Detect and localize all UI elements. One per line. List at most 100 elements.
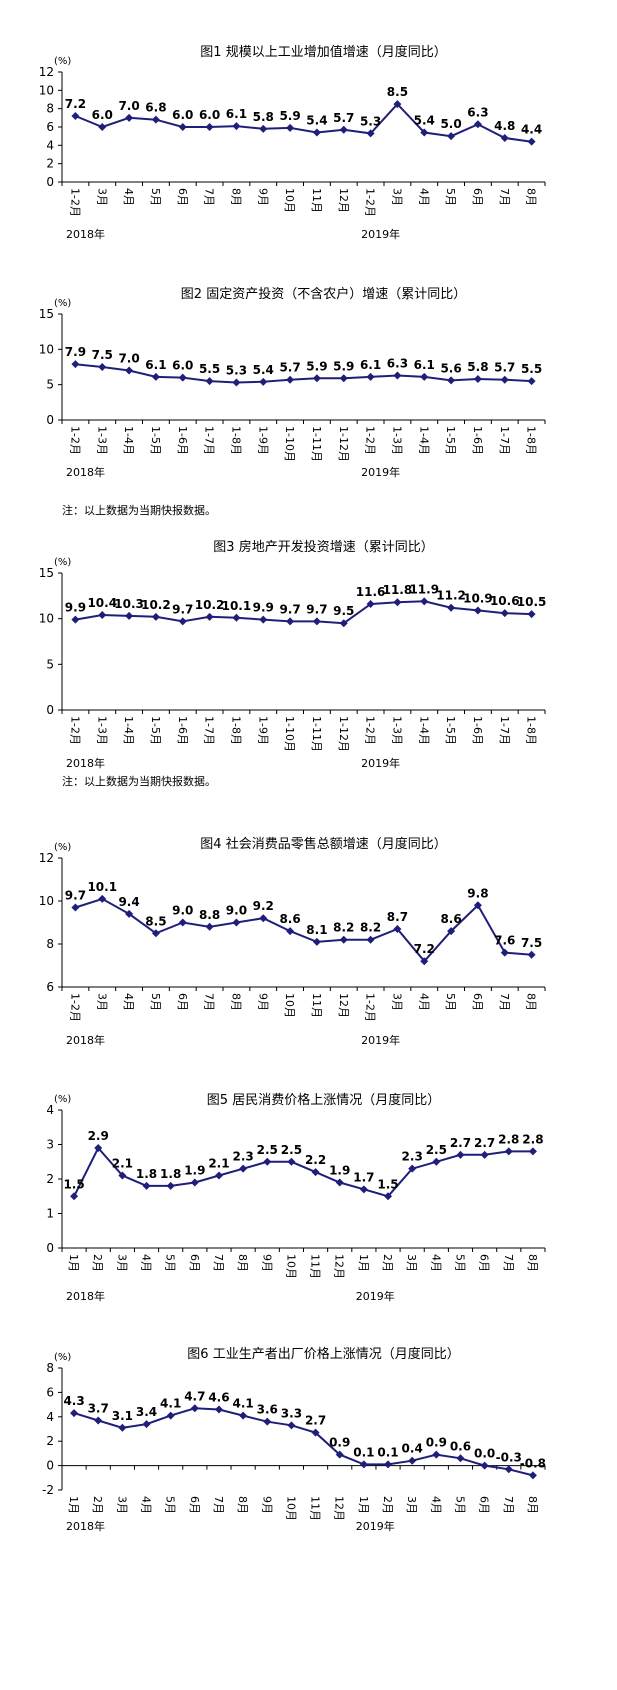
x-tick-label: 9月 — [256, 188, 269, 206]
data-point — [286, 123, 295, 132]
data-point — [71, 360, 80, 369]
x-tick-label: 1-2月 — [364, 188, 377, 217]
data-label: 2.9 — [88, 1129, 109, 1143]
y-tick-label: 8 — [46, 102, 54, 116]
x-tick-label: 6月 — [176, 188, 189, 206]
x-tick-label: 4月 — [417, 188, 430, 206]
x-tick-label: 1-10月 — [283, 716, 296, 752]
data-point — [232, 122, 241, 131]
x-tick-label: 7月 — [498, 993, 511, 1011]
data-point — [393, 598, 402, 607]
y-unit-label: (%) — [54, 56, 71, 67]
data-point — [447, 927, 456, 936]
data-point — [420, 597, 429, 606]
data-label: 6.0 — [172, 359, 193, 373]
data-point — [71, 903, 80, 912]
data-point — [384, 1192, 393, 1201]
y-tick-label: 6 — [46, 120, 54, 134]
data-point — [205, 377, 214, 386]
x-tick-label: 1-9月 — [256, 716, 269, 745]
data-point — [432, 1450, 441, 1459]
x-tick-label: 1月 — [357, 1496, 370, 1514]
data-label: 9.9 — [253, 601, 274, 615]
data-point — [151, 929, 160, 938]
series-line — [75, 363, 532, 384]
chart-title: 图3 房地产开发投资增速（累计同比） — [213, 539, 433, 555]
data-point — [473, 901, 482, 910]
data-label: 2.8 — [498, 1132, 519, 1146]
chart-panel-6: 图6 工业生产者出厂价格上涨情况（月度同比） (%) -2 0 2 4 6 8 1月 2月 3月 4月… — [0, 1342, 617, 1684]
data-label: 9.4 — [118, 895, 139, 909]
x-tick-label: 8月 — [525, 993, 538, 1011]
x-tick-label: 1-2月 — [364, 716, 377, 745]
year-label-2018: 2018年 — [66, 227, 105, 241]
data-label: 7.2 — [65, 97, 86, 111]
data-point — [500, 609, 509, 618]
data-label: 0.1 — [377, 1445, 398, 1459]
data-point — [312, 937, 321, 946]
data-point — [125, 366, 134, 375]
x-tick-label: 1-2月 — [364, 426, 377, 455]
data-label: 9.5 — [333, 604, 354, 618]
data-point — [527, 377, 536, 386]
data-point — [286, 617, 295, 626]
x-tick-label: 5月 — [444, 993, 457, 1011]
data-label: 7.0 — [118, 352, 139, 366]
y-unit-label: (%) — [54, 557, 71, 568]
x-tick-label: 1-3月 — [390, 716, 403, 745]
series-line — [73, 1407, 534, 1477]
data-point — [178, 918, 187, 927]
data-point — [473, 606, 482, 615]
data-label: 2.3 — [232, 1150, 253, 1164]
y-tick-label: 0 — [46, 703, 54, 717]
data-label: 9.2 — [253, 899, 274, 913]
x-tick-label: 1-2月 — [68, 716, 81, 745]
data-point — [70, 1192, 79, 1201]
y-tick-label: 12 — [39, 851, 54, 865]
x-tick-label: 5月 — [444, 188, 457, 206]
data-label: 8.7 — [387, 910, 408, 924]
data-label: 6.3 — [467, 105, 488, 119]
data-point — [528, 1147, 537, 1156]
x-tick-label: 4月 — [429, 1496, 442, 1514]
data-point — [205, 612, 214, 621]
x-tick-label: 1-4月 — [122, 716, 135, 745]
data-label: 9.7 — [306, 602, 327, 616]
data-label: 6.1 — [360, 358, 381, 372]
data-label: 10.2 — [195, 598, 225, 612]
y-tick-label: -2 — [42, 1483, 54, 1497]
chart-panel-4: 图4 社会消费品零售总额增速（月度同比） (%) 6 8 10 12 1-2月 3月 4月 5月 6… — [0, 832, 617, 1064]
data-point — [359, 1185, 368, 1194]
y-tick-label: 5 — [46, 378, 54, 392]
data-label: 1.8 — [136, 1167, 157, 1181]
y-tick-label: 6 — [46, 1385, 54, 1399]
y-unit-label: (%) — [54, 298, 71, 309]
x-tick-label: 1-8月 — [525, 426, 538, 455]
x-tick-label: 12月 — [337, 188, 350, 213]
data-point — [366, 129, 375, 138]
x-tick-label: 7月 — [203, 188, 216, 206]
data-label: 5.9 — [279, 109, 300, 123]
x-tick-label: 8月 — [236, 1254, 249, 1272]
data-point — [239, 1164, 248, 1173]
year-label-2019: 2019年 — [356, 1289, 395, 1303]
data-point — [142, 1420, 151, 1429]
data-point — [125, 611, 134, 620]
x-tick-label: 1-3月 — [95, 716, 108, 745]
data-label: 1.5 — [63, 1177, 84, 1191]
x-tick-label: 2月 — [381, 1254, 394, 1272]
chart-2-fixed-asset-investment: 图2 固定资产投资（不含农户）增速（累计同比） (%) 0 5 10 15 1-2月 1-3月… — [39, 286, 546, 479]
data-point — [339, 125, 348, 134]
data-label: 2.7 — [305, 1414, 326, 1428]
data-point — [232, 378, 241, 387]
data-label: 2.3 — [402, 1150, 423, 1164]
x-tick-label: 1-5月 — [149, 426, 162, 455]
data-point — [71, 615, 80, 624]
x-tick-label: 5月 — [149, 188, 162, 206]
x-tick-label: 5月 — [164, 1496, 177, 1514]
data-point — [339, 935, 348, 944]
chart-5-consumer-prices: 图5 居民消费价格上涨情况（月度同比） (%) 0 1 2 3 4 1月 2月 3月 4月 5月 6月 7… — [46, 1092, 546, 1303]
x-tick-label: 1-9月 — [256, 426, 269, 455]
x-tick-label: 1-2月 — [68, 993, 81, 1022]
data-label: 9.7 — [65, 888, 86, 902]
